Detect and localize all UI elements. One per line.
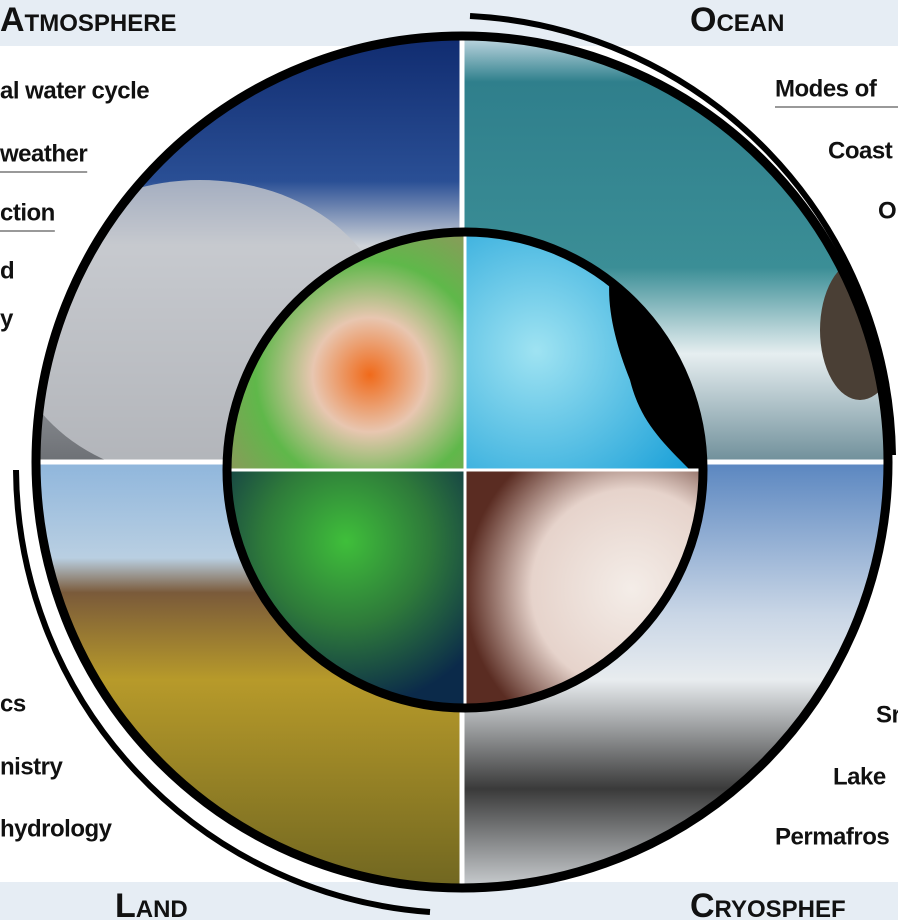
outer-ring bbox=[31, 31, 893, 893]
right-label: Modes of bbox=[775, 75, 878, 102]
right-label: Sr bbox=[876, 701, 898, 728]
left-label: hydrology bbox=[0, 815, 113, 842]
left-label: y bbox=[0, 305, 14, 332]
left-label: d bbox=[0, 257, 14, 284]
right-label: O bbox=[878, 197, 896, 224]
labels: al water cycle weather ction dy cs nistry hydr… bbox=[0, 75, 898, 850]
right-label: Lake bbox=[833, 763, 886, 790]
header-land: Land bbox=[115, 887, 188, 920]
header-cryosphere: Cryosphef bbox=[690, 887, 846, 920]
land-arc bbox=[13, 469, 431, 915]
right-label: Coast bbox=[828, 137, 893, 164]
left-label: cs bbox=[0, 690, 26, 717]
header-ocean: Ocean bbox=[690, 1, 784, 39]
left-label: al water cycle bbox=[0, 77, 149, 104]
ocean-arc bbox=[469, 13, 896, 456]
header-atmosphere: Atmosphere bbox=[0, 1, 177, 39]
left-label: ction bbox=[0, 199, 55, 226]
left-label: nistry bbox=[0, 753, 64, 780]
inner-ring bbox=[222, 227, 708, 713]
inner-quadrants bbox=[227, 232, 703, 708]
right-label: Permafros bbox=[775, 823, 889, 850]
left-label: weather bbox=[0, 140, 87, 167]
